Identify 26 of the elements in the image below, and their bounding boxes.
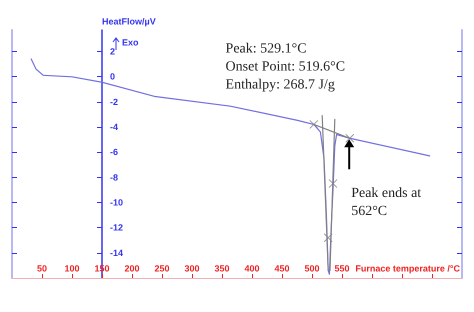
y-tick-label: 2 <box>110 46 116 56</box>
x-tick-label: 300 <box>184 264 200 274</box>
y-tick-label: -12 <box>110 222 124 233</box>
x-tick-label: 350 <box>214 264 230 274</box>
y-tick-label: -4 <box>110 122 118 132</box>
y-tick-label: -8 <box>110 172 118 182</box>
y-tick-label: -2 <box>110 96 118 107</box>
y-tick-label: -6 <box>110 147 118 158</box>
x-tick-label: 200 <box>124 264 140 274</box>
x-tick-label: 50 <box>36 264 48 274</box>
x-tick-label: 250 <box>154 264 170 274</box>
x-tick-label: 450 <box>274 264 290 274</box>
x-tick-label: 100 <box>64 264 80 274</box>
x-tick-label: 400 <box>244 264 260 274</box>
y-tick-label: -14 <box>110 248 124 258</box>
x-tick-label: 500 <box>304 264 320 274</box>
annotation: Peak: 529.1°C <box>226 42 307 56</box>
annotation: Peak ends at 562°C <box>351 186 422 219</box>
x-tick-label: 550 <box>334 264 350 274</box>
annotation: Exo <box>122 38 140 48</box>
y-tick-label: 0 <box>110 72 116 82</box>
y-axis-title: HeatFlow/µV <box>102 16 156 26</box>
annotation: Enthalpy: 268.7 J/g <box>226 78 335 92</box>
x-axis-title: Furnace temperature /°C <box>355 264 461 274</box>
annotation: Onset Point: 519.6°C <box>226 60 346 74</box>
y-tick-label: -10 <box>110 197 124 208</box>
